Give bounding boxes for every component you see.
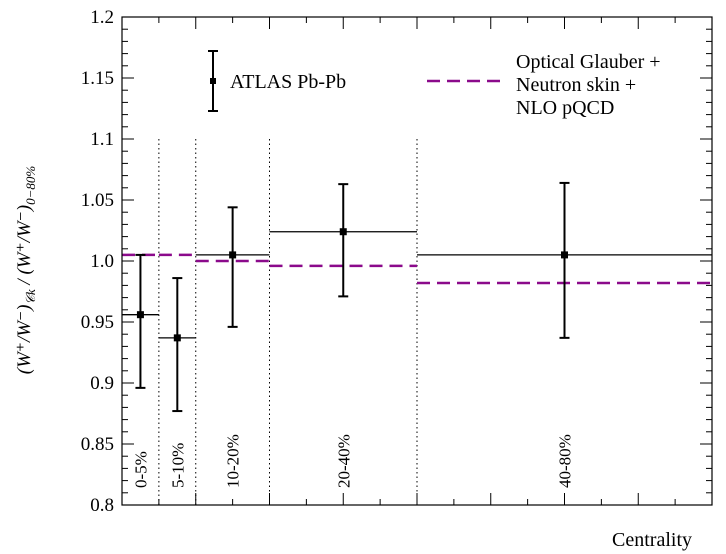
y-axis-title: (W⁺/W⁻)𝒞k / (W⁺/W⁻)0−80% — [14, 166, 38, 375]
y-tick-label: 1.1 — [90, 129, 114, 150]
y-tick-label: 1.0 — [90, 251, 114, 272]
legend-atlas-label: ATLAS Pb-Pb — [230, 71, 346, 93]
y-tick-label: 0.85 — [81, 434, 114, 455]
legend-theory-label-line2: Neutron skin + — [516, 74, 636, 96]
atlas-point — [173, 334, 181, 342]
legend-theory-label-line1: Optical Glauber + — [516, 51, 661, 73]
y-tick-label: 0.8 — [90, 495, 114, 516]
atlas-point — [229, 251, 237, 259]
y-tick-label: 1.05 — [81, 190, 114, 211]
x-axis-title: Centrality — [612, 529, 692, 551]
bin-separators — [158, 139, 418, 505]
y-tick-label: 1.15 — [81, 68, 114, 89]
bin-label: 20-40% — [334, 434, 353, 488]
bin-label: 40-80% — [556, 434, 575, 488]
atlas-point — [339, 228, 347, 236]
y-tick-label: 1.2 — [90, 7, 114, 28]
legend-theory-label-line3: NLO pQCD — [516, 97, 614, 119]
plot-frame — [121, 16, 713, 506]
bin-labels: 0-5% 5-10% 10-20% 20-40% 40-80% — [131, 434, 574, 488]
bin-label: 10-20% — [224, 434, 243, 488]
legend: ATLAS Pb-Pb Optical Glauber + Neutron sk… — [208, 50, 661, 119]
atlas-point — [561, 251, 568, 259]
svg-text:(W⁺/W⁻)𝒞k / (W⁺/W⁻)0−80%: (W⁺/W⁻)𝒞k / (W⁺/W⁻)0−80% — [14, 166, 38, 375]
y-tick-labels: 0.8 0.85 0.9 0.95 1.0 1.05 1.1 1.15 1.2 — [81, 7, 114, 516]
bin-label: 0-5% — [131, 451, 150, 488]
atlas-point — [136, 311, 144, 319]
legend-atlas-marker — [208, 50, 218, 112]
atlas-error-bars — [135, 181, 570, 413]
y-tick-label: 0.9 — [90, 373, 114, 394]
y-tick-label: 0.95 — [81, 312, 114, 333]
bin-label: 5-10% — [168, 443, 187, 488]
atlas-points — [136, 228, 568, 342]
